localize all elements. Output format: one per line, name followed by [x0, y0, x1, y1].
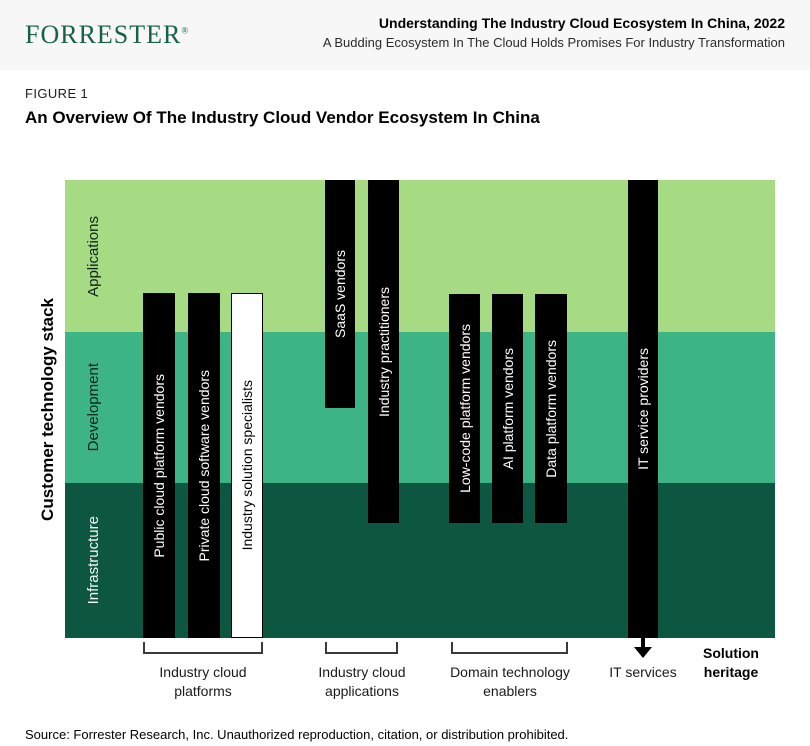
figure-number: FIGURE 1 — [25, 86, 89, 101]
registered-trademark-icon: ® — [181, 25, 190, 36]
bar-saas-vendors: SaaS vendors — [325, 180, 355, 408]
x-axis-label-solution-heritage: Solution heritage — [703, 645, 759, 680]
bar-industry-solution-specialists: Industry solution specialists — [231, 293, 263, 638]
bar-private-cloud-software-vendors: Private cloud software vendors — [188, 293, 220, 638]
group-label-it-services: IT services — [609, 664, 677, 680]
group-label-industry-cloud-applications: Industry cloud applications — [318, 664, 406, 699]
bar-data-platform-vendors: Data platform vendors — [535, 294, 567, 523]
report-title: Understanding The Industry Cloud Ecosyst… — [378, 15, 785, 31]
source-attribution: Source: Forrester Research, Inc. Unautho… — [25, 727, 569, 742]
band-label-applications: Applications — [84, 215, 102, 297]
bar-industry-practitioners: Industry practitioners — [368, 180, 399, 523]
band-label-infrastructure: Infrastructure — [84, 516, 102, 605]
band-label-development: Development — [84, 363, 102, 452]
bar-low-code-platform-vendors: Low-code platform vendors — [449, 294, 480, 523]
bracket-industry-cloud-platforms — [143, 642, 263, 654]
forrester-logo-text: FORRESTER — [25, 20, 182, 49]
report-subtitle: A Budding Ecosystem In The Cloud Holds P… — [322, 35, 785, 50]
bar-it-service-providers: IT service providers — [628, 180, 658, 638]
y-axis-label: Customer technology stack — [38, 297, 57, 521]
group-label-industry-cloud-platforms: Industry cloud platforms — [159, 664, 247, 699]
group-label-domain-technology-enablers: Domain technology enablers — [450, 664, 570, 699]
down-arrow-icon — [634, 647, 652, 658]
bar-public-cloud-platform-vendors: Public cloud platform vendors — [143, 293, 175, 638]
bracket-industry-cloud-applications — [325, 642, 398, 654]
bar-ai-platform-vendors: AI platform vendors — [492, 294, 523, 523]
report-header: FORRESTER® Understanding The Industry Cl… — [0, 0, 810, 70]
header-titles: Understanding The Industry Cloud Ecosyst… — [323, 14, 785, 52]
down-arrow-stem — [641, 637, 645, 648]
bracket-domain-technology-enablers — [451, 642, 568, 654]
forrester-logo: FORRESTER® — [25, 20, 189, 50]
figure-title: An Overview Of The Industry Cloud Vendor… — [25, 108, 540, 127]
